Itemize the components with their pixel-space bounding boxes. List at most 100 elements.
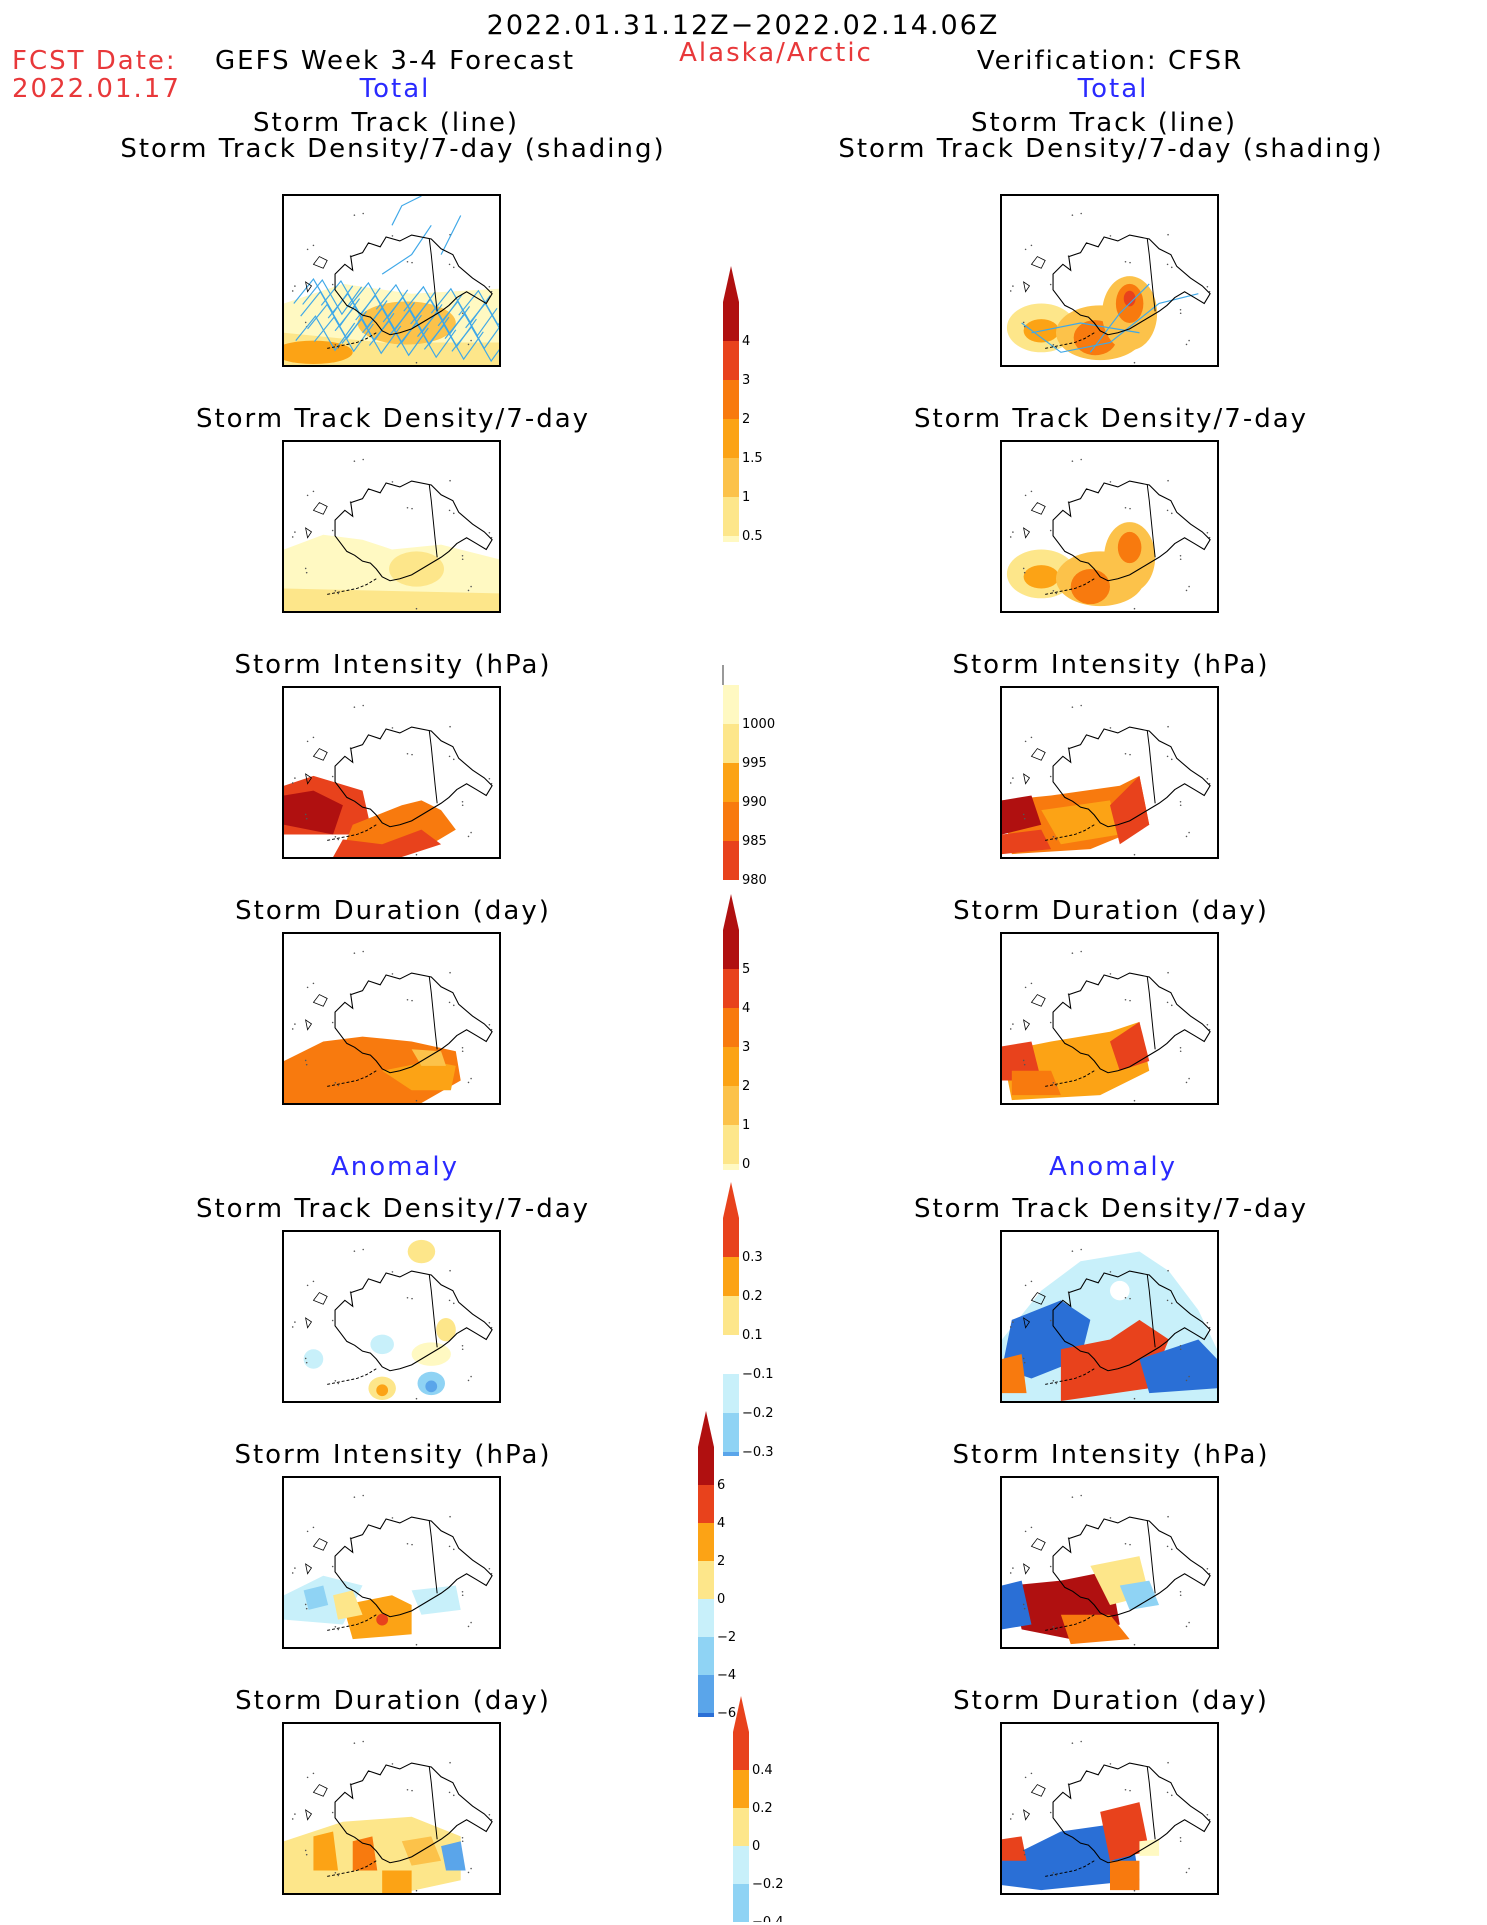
colorbar-tick-label: −0.1 (742, 1367, 774, 1382)
map-right-density (1000, 440, 1219, 613)
map-left-anom-density (282, 1230, 501, 1403)
colorbar-tick-label: 0.1 (742, 1328, 763, 1343)
duration-total-colorbar: 5 4 3 2 1 0 (723, 894, 750, 1170)
colorbar-tick-label: −6 (717, 1706, 736, 1717)
colorbar-tick-label: 4 (742, 334, 750, 349)
left-anom-intensity-title: Storm Intensity (hPa) (234, 1440, 552, 1470)
map-right-anom-duration (1000, 1722, 1219, 1895)
colorbar-segment (698, 1447, 714, 1485)
duration-anomaly-colorbar: 0.4 0.2 0 −0.2 −0.4 (733, 1696, 784, 1922)
colorbar-segment (723, 685, 739, 724)
left-track-line-title: Storm Track (line) (253, 108, 519, 138)
left-track-shading-title: Storm Track Density/7-day (shading) (120, 134, 666, 164)
colorbar-tick-label: 995 (742, 756, 767, 771)
colorbar-tick-label: 6 (717, 1478, 725, 1493)
colorbar-tick-label: −0.2 (752, 1877, 784, 1892)
map-left-intensity (282, 686, 501, 859)
colorbar-segment (698, 1713, 714, 1717)
map-left-duration (282, 932, 501, 1105)
colorbar-tick-label: −0.2 (742, 1406, 774, 1421)
colorbar-tick-label: 0 (752, 1839, 760, 1854)
map-left-anom-intensity (282, 1476, 501, 1649)
colorbar-tick-label: 0 (717, 1592, 725, 1607)
right-intensity-title: Storm Intensity (hPa) (952, 650, 1270, 680)
colorbar-segment (723, 419, 739, 458)
colorbar-segment (698, 1523, 714, 1561)
map-right-intensity (1000, 686, 1219, 859)
colorbar-tick-label: 1 (742, 1118, 750, 1133)
left-intensity-title: Storm Intensity (hPa) (234, 650, 552, 680)
intensity-total-colorbar: 1000 995 990 985 980 (722, 665, 775, 888)
colorbar-tick-label: 0.2 (742, 1289, 763, 1304)
density-anomaly-colorbar: 0.3 0.2 0.1 −0.1 −0.2 −0.3 (723, 1182, 774, 1456)
colorbar-segment (733, 1846, 749, 1884)
right-track-line-title: Storm Track (line) (971, 108, 1237, 138)
colorbar-segment (723, 497, 739, 536)
colorbar-segment (723, 1452, 739, 1456)
right-track-shading-title: Storm Track Density/7-day (shading) (838, 134, 1384, 164)
colorbar-tick-label: 0.2 (752, 1801, 773, 1816)
colorbar-tick-label: 985 (742, 834, 767, 849)
region-title: Alaska/Arctic (679, 38, 873, 68)
right-anomaly-label: Anomaly (1048, 1152, 1178, 1182)
colorbar-segment (733, 1770, 749, 1808)
colorbar-segment (723, 841, 739, 880)
left-anom-density-title: Storm Track Density/7-day (195, 1194, 591, 1224)
right-total-label: Total (1077, 74, 1149, 104)
right-duration-title: Storm Duration (day) (953, 896, 1269, 926)
colorbar-tick-label: 980 (742, 873, 767, 888)
map-left-track (282, 194, 501, 367)
map-left-density (282, 440, 501, 613)
colorbar-top-arrow (698, 1411, 714, 1447)
colorbar-segment (698, 1485, 714, 1523)
colorbar-segment (723, 380, 739, 419)
colorbar-tick-label: 1.5 (742, 451, 763, 466)
colorbar-segment (723, 1008, 739, 1047)
right-anom-duration-title: Storm Duration (day) (953, 1686, 1269, 1716)
colorbar-top-arrow (723, 894, 739, 930)
colorbar-segment (723, 763, 739, 802)
colorbar-segment (723, 1413, 739, 1452)
colorbar-tick-label: −0.3 (742, 1445, 774, 1456)
colorbar-tick-label: 2 (742, 1079, 750, 1094)
colorbar-segment (723, 1125, 739, 1164)
colorbar-tick-label: 0.3 (742, 1250, 763, 1265)
left-density-title: Storm Track Density/7-day (195, 404, 591, 434)
colorbar-segment (723, 341, 739, 380)
colorbar-segment (723, 930, 739, 969)
left-duration-title: Storm Duration (day) (235, 896, 551, 926)
fcst-date-value: 2022.01.17 (12, 74, 181, 104)
colorbar-segment (723, 1296, 739, 1335)
colorbar-segment (733, 1732, 749, 1770)
colorbar-segment (723, 1257, 739, 1296)
colorbar-segment (698, 1637, 714, 1675)
colorbar-top-arrow (723, 1182, 739, 1218)
colorbar-tick-label: 2 (742, 412, 750, 427)
colorbar-tick-label: 990 (742, 795, 767, 810)
map-right-anom-intensity (1000, 1476, 1219, 1649)
colorbar-segment (698, 1561, 714, 1599)
model-title: GEFS Week 3-4 Forecast (215, 46, 576, 76)
left-anomaly-label: Anomaly (330, 1152, 460, 1182)
colorbar-segment (698, 1675, 714, 1713)
colorbar-tick-label: 0 (742, 1157, 750, 1170)
colorbar-tick-label: 2 (717, 1554, 725, 1569)
colorbar-segment (723, 1335, 739, 1374)
colorbar-tick-label: −2 (717, 1630, 736, 1645)
colorbar-segment (723, 1047, 739, 1086)
colorbar-segment (723, 1218, 739, 1257)
left-total-label: Total (359, 74, 431, 104)
colorbar-segment (723, 458, 739, 497)
colorbar-tick-label: 4 (742, 1001, 750, 1016)
colorbar-tick-label: 1 (742, 490, 750, 505)
period-title: 2022.01.31.12Z−2022.02.14.06Z (486, 10, 1000, 41)
colorbar-segment (698, 1599, 714, 1637)
colorbar-segment (723, 1374, 739, 1413)
colorbar-segment (723, 1086, 739, 1125)
colorbar-segment (723, 724, 739, 763)
colorbar-segment (723, 1164, 739, 1170)
colorbar-tick-label: −0.4 (752, 1915, 784, 1922)
colorbar-segment (723, 969, 739, 1008)
right-anom-density-title: Storm Track Density/7-day (913, 1194, 1309, 1224)
colorbar-tick-label: 3 (742, 373, 750, 388)
